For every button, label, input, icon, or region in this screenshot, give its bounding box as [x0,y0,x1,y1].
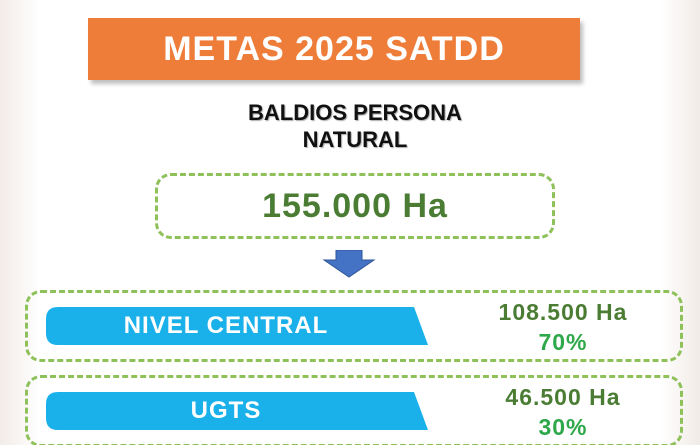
label-tab: NIVEL CENTRAL [46,307,428,345]
title-banner: METAS 2025 SATDD [88,18,580,80]
item-amount: 108.500 Ha [498,299,628,325]
total-box: 155.000 Ha [155,173,555,239]
tab-shape [46,307,428,345]
label-tab: UGTS [46,392,428,430]
tab-shape [46,392,428,430]
subtitle-line: NATURAL [302,127,408,152]
item-label: NIVEL CENTRAL [123,312,329,339]
down-arrow [322,250,376,278]
subtitle-line: BALDIOS PERSONA [248,100,462,125]
item-percent: 70% [538,329,588,355]
item-box: UGTS 46.500 Ha 30% [25,375,683,445]
item-amount: 46.500 Ha [505,384,621,410]
item-label: UGTS [190,397,262,424]
item-box: NIVEL CENTRAL 108.500 Ha 70% [25,290,683,362]
item-percent: 30% [538,414,588,440]
